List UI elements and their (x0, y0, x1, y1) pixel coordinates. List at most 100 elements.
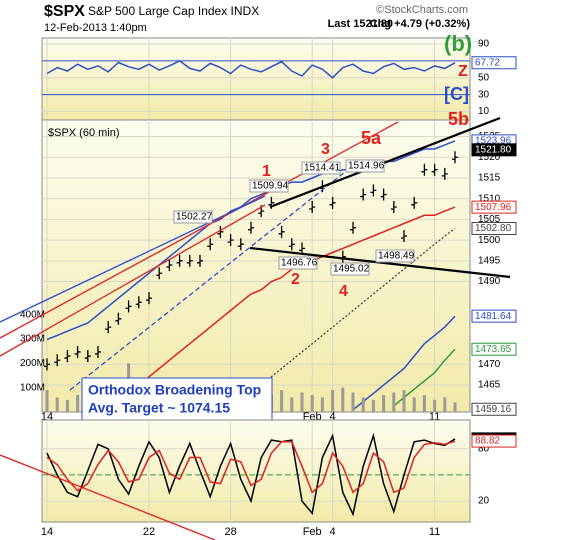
volume-bar (55, 397, 59, 412)
price-bar (237, 238, 244, 251)
volume-bar (341, 387, 345, 412)
price-bar (115, 312, 122, 325)
wave-label: Z (458, 63, 468, 80)
panel-title: $SPX (60 min) (48, 127, 120, 139)
y2-tick-label: 100M (20, 382, 45, 393)
x-tick-label: 14 (41, 526, 53, 538)
wave-label: 3 (321, 141, 330, 158)
price-bar (166, 258, 173, 271)
series-line (352, 315, 456, 411)
volume-bar (453, 402, 457, 412)
value-box (471, 342, 517, 356)
y-tick-label: 50 (478, 72, 490, 83)
callout-box (249, 179, 289, 193)
date: 12-Feb-2013 1:40pm (44, 22, 147, 34)
price-bar (309, 200, 316, 213)
value-box (471, 434, 517, 448)
source: ©StockCharts.com (376, 4, 468, 16)
wave-label: 4 (339, 283, 348, 300)
value-box-label: 1459.16 (475, 404, 512, 415)
value-box (471, 309, 517, 323)
volume-bar (280, 390, 284, 412)
price-bar (84, 350, 91, 363)
y-tick-label: 1500 (478, 235, 501, 246)
value-box-label: 67.72 (475, 57, 500, 68)
price-bar (156, 267, 163, 280)
note-box (81, 377, 273, 421)
index-name: S&P 500 Large Cap Index INDX (88, 4, 259, 18)
price-bar (452, 151, 458, 164)
y-tick-label: 20 (478, 496, 490, 507)
callout-box (173, 210, 213, 224)
y-tick-label: 1465 (478, 380, 501, 391)
note-text: Avg. Target ~ 1074.15 (88, 400, 230, 416)
volume-bar (433, 399, 437, 412)
volume-bar (351, 392, 355, 412)
x-tick-label: 22 (143, 526, 155, 538)
volume-bar (45, 390, 49, 412)
callout-box (375, 249, 415, 263)
y-tick-label: 1495 (478, 255, 501, 266)
value-box-label: 1521.80 (475, 144, 512, 155)
wave-label: 5b (448, 109, 469, 129)
volume-bar (402, 390, 406, 412)
price-bar (186, 254, 193, 267)
price-bar (370, 184, 377, 197)
callout-box (278, 256, 318, 270)
price-bar (54, 354, 61, 367)
volume-bar (310, 394, 314, 412)
volume-bar (371, 399, 375, 412)
price-bar (217, 225, 224, 238)
price-bar (197, 254, 203, 267)
price-bar (146, 292, 152, 305)
price-bar (207, 238, 214, 251)
value-box (471, 56, 517, 70)
wave-label: (b) (444, 31, 472, 56)
price-bar (248, 221, 254, 234)
price-bar (125, 300, 132, 313)
value-box-label: 1481.64 (475, 311, 512, 322)
trendline (69, 171, 346, 391)
value-box-label: 1507.96 (475, 202, 512, 213)
price-bar (360, 188, 367, 201)
x-tick-label: 11 (429, 526, 440, 538)
y-tick-label: 1505 (478, 214, 501, 225)
callout-label: 1498.49 (378, 251, 415, 262)
wave-label: [C] (444, 84, 469, 104)
wave-label: 1 (262, 163, 271, 180)
trendline (0, 121, 399, 339)
series-line (46, 440, 456, 494)
callout-label: 1496.76 (281, 258, 318, 269)
value-box (471, 402, 517, 416)
wave-label: 5a (361, 128, 382, 148)
callout-box (345, 159, 385, 173)
price-bar (105, 321, 112, 334)
price-bar (431, 163, 438, 176)
panel-background (41, 419, 471, 523)
y-tick-label: 1520 (478, 152, 501, 163)
x-tick-label: 28 (224, 526, 236, 538)
price-bar (176, 254, 183, 267)
price-bar (380, 188, 387, 201)
series-line (46, 59, 456, 79)
y2-tick-label: 400M (20, 309, 45, 320)
volume-bar (422, 394, 426, 412)
y-tick-label: 1510 (478, 193, 501, 204)
price-bar (390, 200, 397, 213)
value-box-label: 1473.65 (475, 344, 512, 355)
y-tick-label: 1490 (478, 276, 501, 287)
y-tick-label: 30 (478, 89, 490, 100)
value-box (471, 143, 517, 157)
volume-bar (443, 397, 447, 412)
price-bar (74, 345, 81, 358)
callout-label: 1514.96 (348, 161, 385, 172)
value-box-label: 1523.96 (475, 136, 512, 147)
volume-bar (290, 397, 294, 412)
y-tick-label: 90 (478, 39, 490, 50)
plot-area (42, 420, 470, 522)
y-tick-label: 1470 (478, 359, 501, 370)
callout-label: 1509.94 (252, 181, 289, 192)
y-tick-label: 10 (478, 106, 490, 117)
value-box (471, 200, 517, 214)
